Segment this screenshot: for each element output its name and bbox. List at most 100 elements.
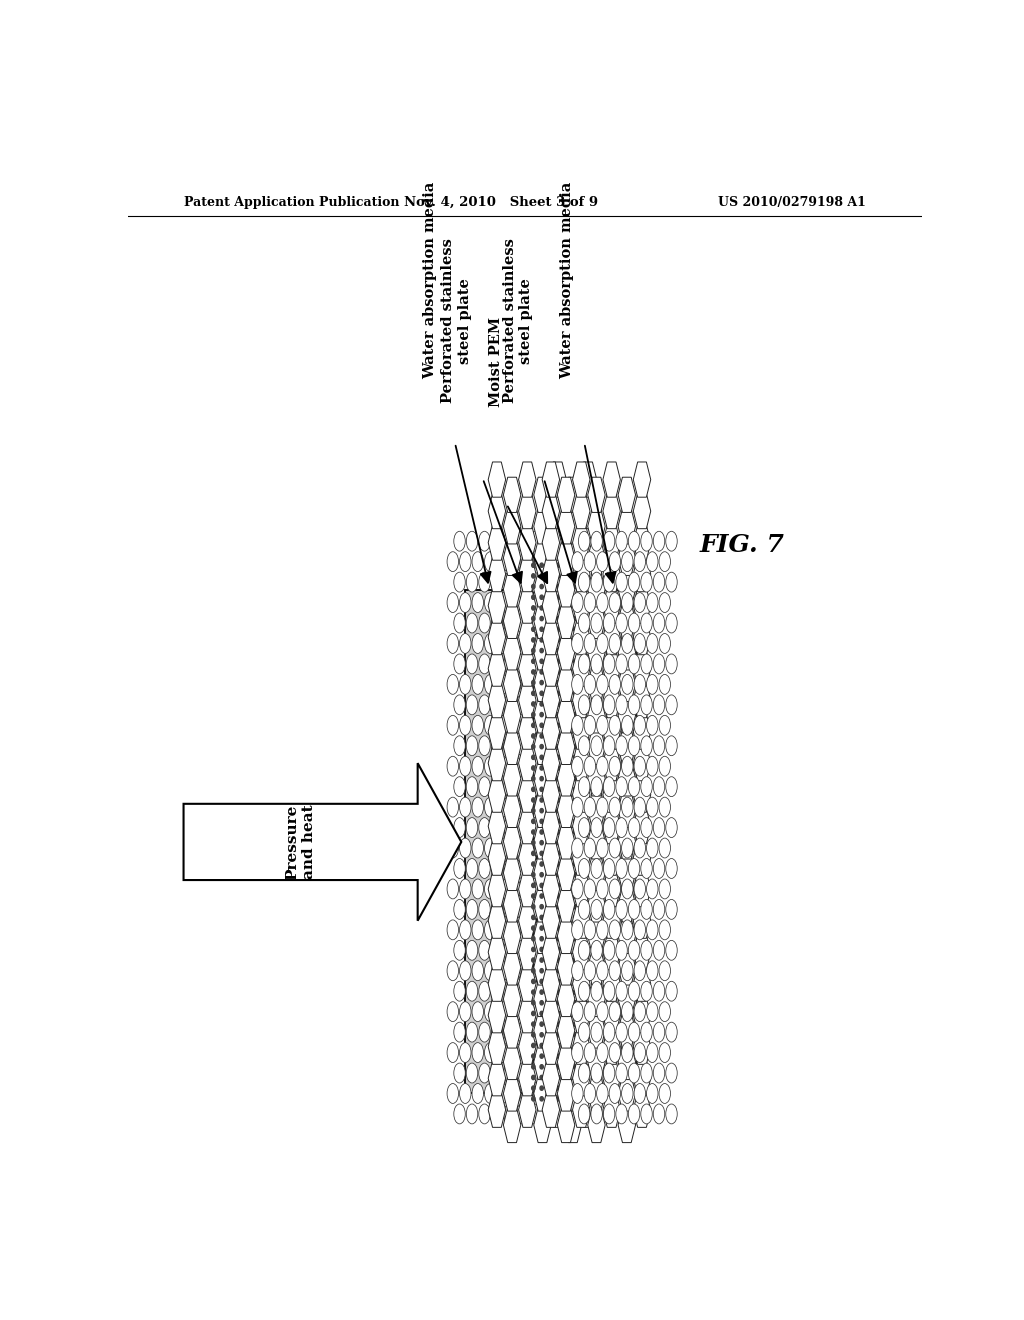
Circle shape bbox=[531, 1001, 535, 1005]
Polygon shape bbox=[542, 746, 559, 780]
Ellipse shape bbox=[615, 776, 628, 796]
Ellipse shape bbox=[504, 612, 515, 634]
Circle shape bbox=[531, 1032, 535, 1038]
Ellipse shape bbox=[522, 838, 534, 858]
Polygon shape bbox=[564, 635, 582, 671]
Circle shape bbox=[548, 948, 552, 952]
Circle shape bbox=[540, 925, 544, 931]
Circle shape bbox=[540, 1053, 544, 1059]
Polygon shape bbox=[588, 887, 605, 923]
Ellipse shape bbox=[528, 531, 540, 552]
Circle shape bbox=[531, 1022, 535, 1026]
Polygon shape bbox=[564, 760, 582, 796]
Polygon shape bbox=[603, 935, 621, 970]
Ellipse shape bbox=[666, 1022, 677, 1041]
Ellipse shape bbox=[634, 675, 645, 694]
Ellipse shape bbox=[454, 776, 465, 796]
Circle shape bbox=[557, 1043, 560, 1048]
Polygon shape bbox=[549, 998, 566, 1032]
Ellipse shape bbox=[541, 694, 553, 714]
Circle shape bbox=[531, 681, 535, 685]
Ellipse shape bbox=[492, 776, 503, 796]
Text: Water absorption media: Water absorption media bbox=[424, 182, 437, 379]
Ellipse shape bbox=[447, 552, 459, 572]
Circle shape bbox=[557, 1086, 560, 1090]
Circle shape bbox=[573, 1032, 577, 1038]
Ellipse shape bbox=[466, 858, 478, 878]
Ellipse shape bbox=[504, 572, 515, 593]
Circle shape bbox=[540, 723, 544, 727]
Ellipse shape bbox=[597, 879, 608, 899]
Circle shape bbox=[540, 755, 544, 759]
Ellipse shape bbox=[497, 675, 509, 694]
Polygon shape bbox=[518, 494, 536, 529]
Ellipse shape bbox=[484, 634, 496, 653]
Circle shape bbox=[557, 669, 560, 675]
Circle shape bbox=[565, 702, 568, 706]
Polygon shape bbox=[542, 1092, 559, 1127]
Polygon shape bbox=[534, 729, 551, 764]
Polygon shape bbox=[549, 494, 566, 529]
Ellipse shape bbox=[466, 940, 478, 960]
Ellipse shape bbox=[603, 612, 614, 634]
Polygon shape bbox=[588, 540, 605, 576]
Ellipse shape bbox=[492, 858, 503, 878]
Ellipse shape bbox=[591, 858, 602, 878]
Ellipse shape bbox=[653, 981, 665, 1001]
Circle shape bbox=[565, 937, 568, 941]
Circle shape bbox=[557, 873, 560, 876]
Ellipse shape bbox=[497, 961, 509, 981]
Circle shape bbox=[531, 1097, 535, 1101]
Circle shape bbox=[573, 1065, 577, 1069]
Ellipse shape bbox=[516, 572, 527, 593]
Ellipse shape bbox=[659, 715, 671, 735]
Ellipse shape bbox=[528, 1022, 540, 1041]
Ellipse shape bbox=[591, 735, 602, 755]
Ellipse shape bbox=[484, 675, 496, 694]
Polygon shape bbox=[580, 619, 597, 655]
Circle shape bbox=[531, 564, 535, 568]
Ellipse shape bbox=[584, 879, 596, 899]
Polygon shape bbox=[549, 746, 566, 780]
Ellipse shape bbox=[497, 1084, 509, 1104]
Polygon shape bbox=[564, 1044, 582, 1080]
Ellipse shape bbox=[510, 797, 521, 817]
Circle shape bbox=[540, 585, 544, 589]
Ellipse shape bbox=[659, 838, 671, 858]
Ellipse shape bbox=[522, 593, 534, 612]
Ellipse shape bbox=[541, 940, 553, 960]
Ellipse shape bbox=[579, 981, 590, 1001]
Circle shape bbox=[557, 638, 560, 642]
Polygon shape bbox=[572, 840, 590, 875]
Circle shape bbox=[540, 1043, 544, 1048]
Circle shape bbox=[540, 894, 544, 898]
Circle shape bbox=[565, 1011, 568, 1015]
Circle shape bbox=[548, 904, 552, 909]
Ellipse shape bbox=[609, 961, 621, 981]
Ellipse shape bbox=[603, 1063, 614, 1082]
Polygon shape bbox=[603, 809, 621, 843]
Text: Nov. 4, 2010   Sheet 3 of 9: Nov. 4, 2010 Sheet 3 of 9 bbox=[403, 195, 598, 209]
Ellipse shape bbox=[447, 1043, 459, 1063]
Polygon shape bbox=[504, 887, 521, 923]
Ellipse shape bbox=[615, 612, 628, 634]
Polygon shape bbox=[564, 1012, 582, 1048]
Polygon shape bbox=[633, 619, 650, 655]
Ellipse shape bbox=[504, 735, 515, 755]
Circle shape bbox=[565, 659, 568, 664]
Polygon shape bbox=[488, 682, 506, 718]
Circle shape bbox=[548, 851, 552, 855]
Circle shape bbox=[548, 990, 552, 994]
Ellipse shape bbox=[634, 593, 645, 612]
Ellipse shape bbox=[479, 776, 490, 796]
Polygon shape bbox=[534, 919, 551, 953]
Ellipse shape bbox=[479, 572, 490, 593]
Polygon shape bbox=[618, 887, 636, 923]
Ellipse shape bbox=[666, 940, 677, 960]
Circle shape bbox=[573, 904, 577, 909]
Circle shape bbox=[540, 787, 544, 792]
Ellipse shape bbox=[584, 1002, 596, 1022]
Polygon shape bbox=[633, 651, 650, 686]
Ellipse shape bbox=[666, 653, 677, 675]
Ellipse shape bbox=[666, 817, 677, 837]
